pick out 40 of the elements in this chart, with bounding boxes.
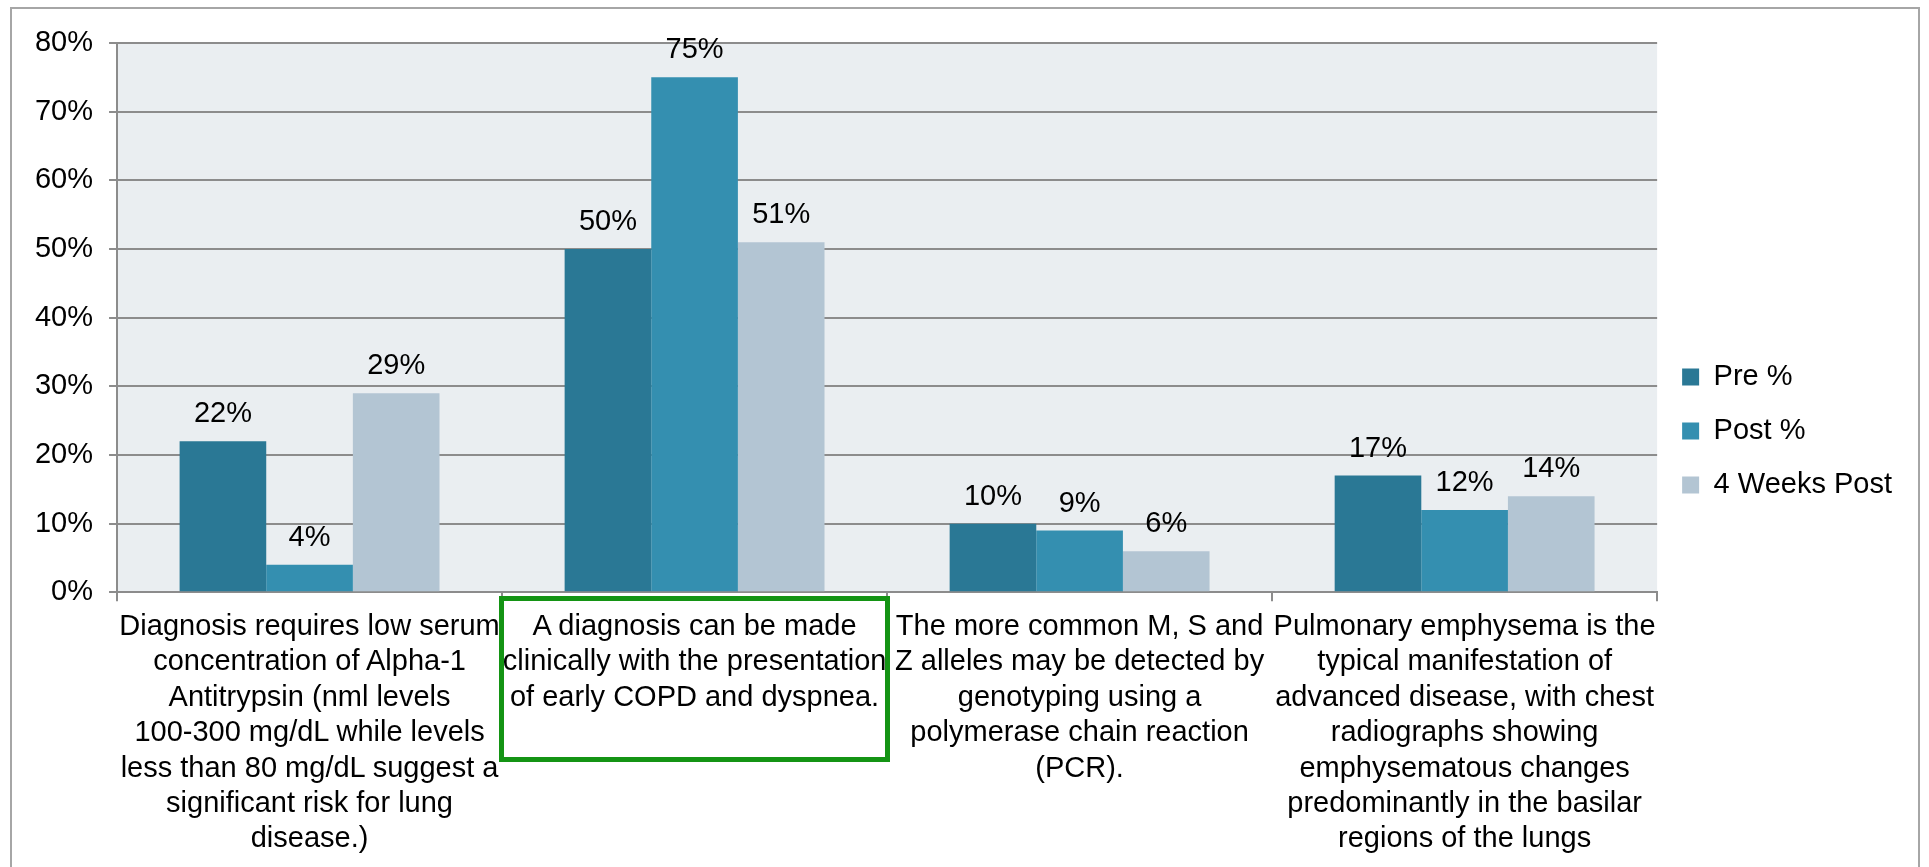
y-tick-label: 10% [35, 505, 94, 538]
bar [1421, 509, 1508, 592]
data-label: 9% [1058, 485, 1101, 518]
data-label: 12% [1435, 464, 1494, 497]
bar [1334, 475, 1422, 592]
x-tick-label: Diagnosis requires low serum concentration of Alpha-1 Antitrypsin (nml levels 100-300 mg/dL while levels less than 80 mg/dL suggest a significant risk for lung disease.) [119, 609, 500, 854]
data-label: 6% [1145, 506, 1188, 539]
data-label: 29% [367, 348, 426, 381]
data-label: 17% [1348, 430, 1408, 463]
bar [1122, 551, 1210, 592]
bar [564, 249, 652, 592]
y-tick-label: 70% [35, 93, 94, 126]
bar [352, 393, 440, 592]
data-label: 14% [1522, 451, 1581, 484]
data-label: 10% [963, 478, 1022, 511]
data-label: 4% [288, 519, 331, 552]
x-tick-label: The more common M, S and Z alleles may be detected by genotyping using a polymerase chain reaction (PCR). [895, 609, 1265, 783]
y-tick-label: 60% [35, 162, 94, 195]
x-tick-label: Pulmonary emphysema is the typical manifestation of advanced disease, with chest radiographs showing emphysematous changes predominantly in the basilar regions of the lungs [1273, 609, 1656, 854]
data-label: 50% [578, 204, 637, 236]
bar [949, 523, 1037, 592]
y-tick-label: 30% [35, 368, 94, 401]
y-tick-label: 50% [35, 231, 94, 263]
data-label: 75% [665, 32, 724, 65]
legend-label: 4 Weeks Post [1713, 467, 1893, 499]
bar [266, 564, 353, 592]
x-tick-label: A diagnosis can be made clinically with the presentation of early COPD and dyspnea. [502, 609, 887, 712]
legend-label: Post % [1713, 413, 1806, 445]
y-tick-label: 40% [35, 299, 94, 332]
y-tick-label: 0% [51, 574, 94, 607]
y-tick-label: 80% [35, 25, 94, 57]
data-label: 51% [752, 197, 811, 230]
y-tick-label: 20% [35, 437, 94, 470]
bar [179, 441, 267, 592]
bar [737, 242, 825, 592]
data-label: 22% [193, 396, 252, 429]
legend-label: Pre % [1713, 359, 1793, 391]
bar [1507, 496, 1595, 592]
bar [1036, 530, 1123, 592]
bar [651, 77, 738, 592]
